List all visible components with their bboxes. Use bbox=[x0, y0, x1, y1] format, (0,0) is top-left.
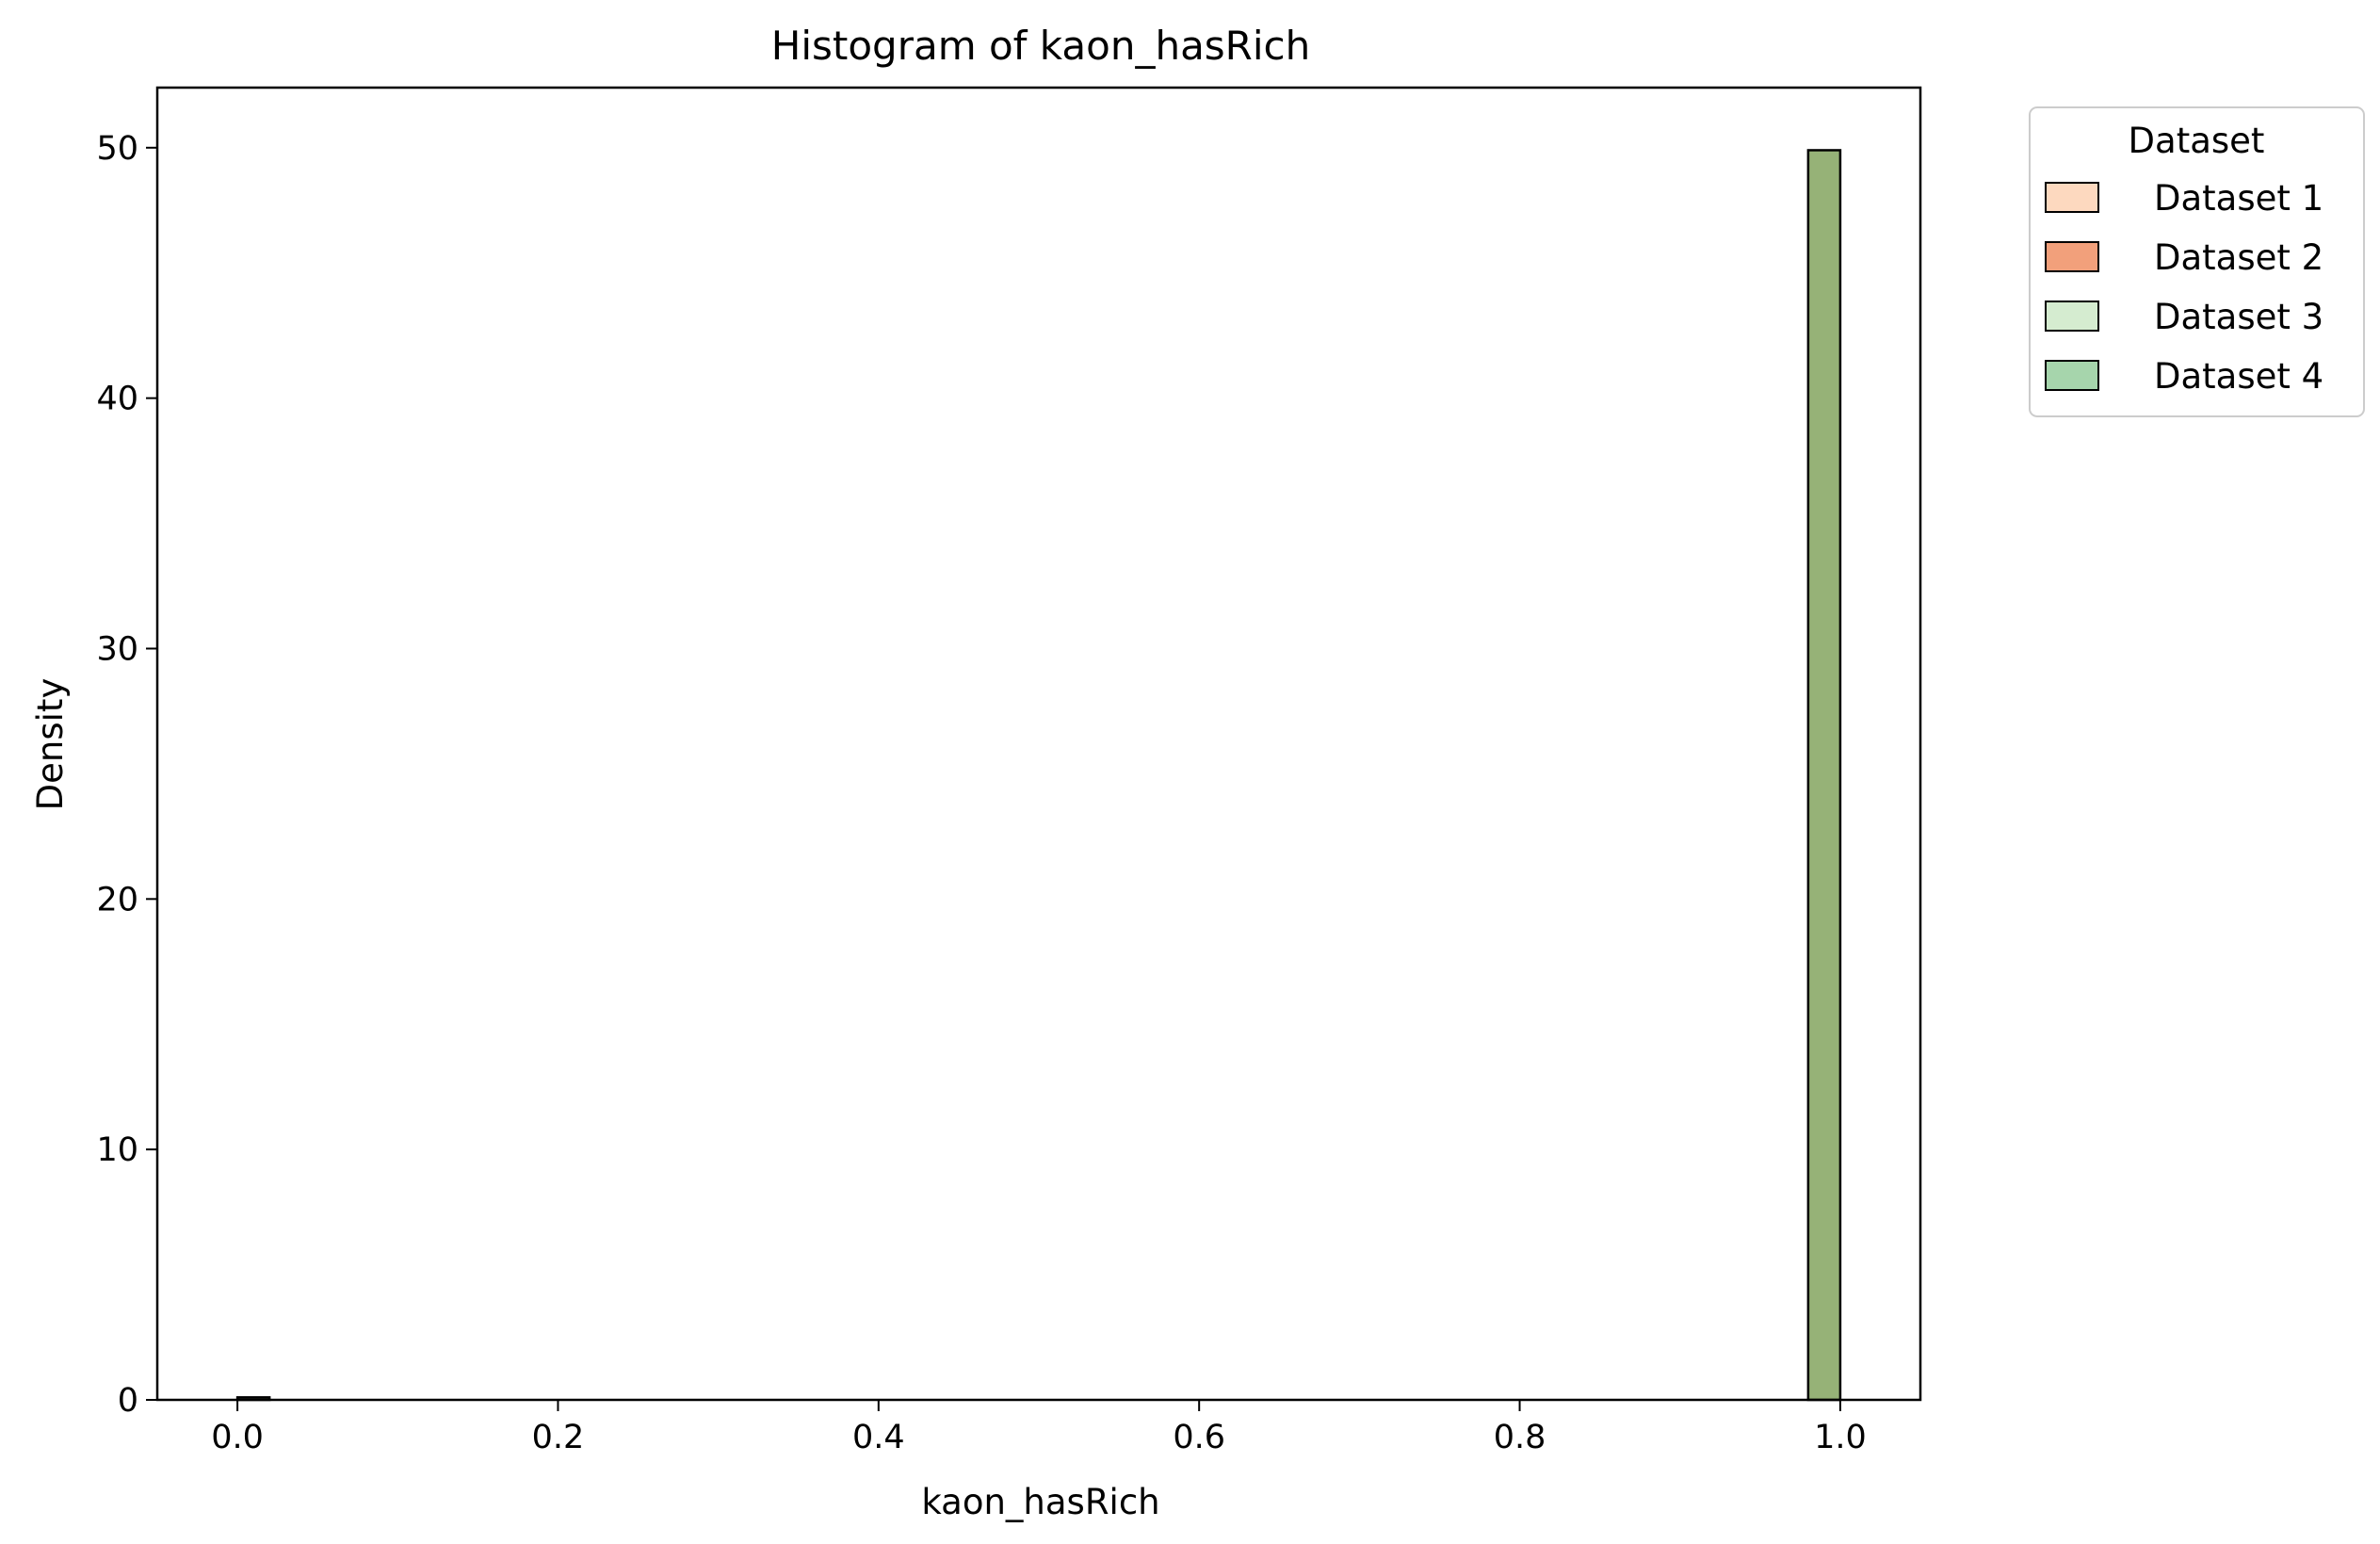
y-tick-label: 50 bbox=[96, 130, 138, 168]
legend-swatch bbox=[2045, 182, 2099, 213]
legend-label: Dataset 3 bbox=[2154, 297, 2323, 337]
y-tick-label: 40 bbox=[96, 381, 138, 418]
y-tick-label: 30 bbox=[96, 630, 138, 668]
y-tick-label: 0 bbox=[118, 1382, 138, 1420]
plot-area-frame bbox=[155, 86, 1922, 1402]
y-axis-label: Density bbox=[30, 678, 71, 811]
chart-title: Histogram of kaon_hasRich bbox=[771, 23, 1311, 69]
legend-swatch bbox=[2045, 360, 2099, 391]
bars-layer bbox=[235, 149, 1842, 1402]
x-axis-ticks: 0.0 0.2 0.4 0.6 0.8 1.0 bbox=[211, 1400, 1867, 1456]
legend-swatch bbox=[2045, 241, 2099, 272]
x-axis-label: kaon_hasRich bbox=[921, 1482, 1159, 1522]
x-tick-label: 0.0 bbox=[211, 1419, 264, 1456]
legend-items: Dataset 1 Dataset 2 Dataset 3 Dataset 4 bbox=[2045, 178, 2323, 397]
x-tick-label: 0.6 bbox=[1173, 1419, 1225, 1456]
legend-label: Dataset 2 bbox=[2154, 237, 2323, 278]
x-tick-label: 1.0 bbox=[1814, 1419, 1867, 1456]
y-tick-label: 10 bbox=[96, 1131, 138, 1169]
y-tick-label: 20 bbox=[96, 881, 138, 918]
x-tick-label: 0.2 bbox=[532, 1419, 585, 1456]
y-axis-ticks: 0 10 20 30 40 50 bbox=[96, 130, 157, 1420]
legend-title: Dataset bbox=[2129, 121, 2265, 161]
legend-swatch bbox=[2045, 301, 2099, 332]
histogram-bar bbox=[1806, 149, 1842, 1402]
x-tick-label: 0.8 bbox=[1494, 1419, 1546, 1456]
legend-label: Dataset 4 bbox=[2154, 356, 2323, 397]
legend-frame bbox=[2029, 106, 2365, 417]
legend-label: Dataset 1 bbox=[2154, 178, 2323, 219]
x-tick-label: 0.4 bbox=[852, 1419, 905, 1456]
